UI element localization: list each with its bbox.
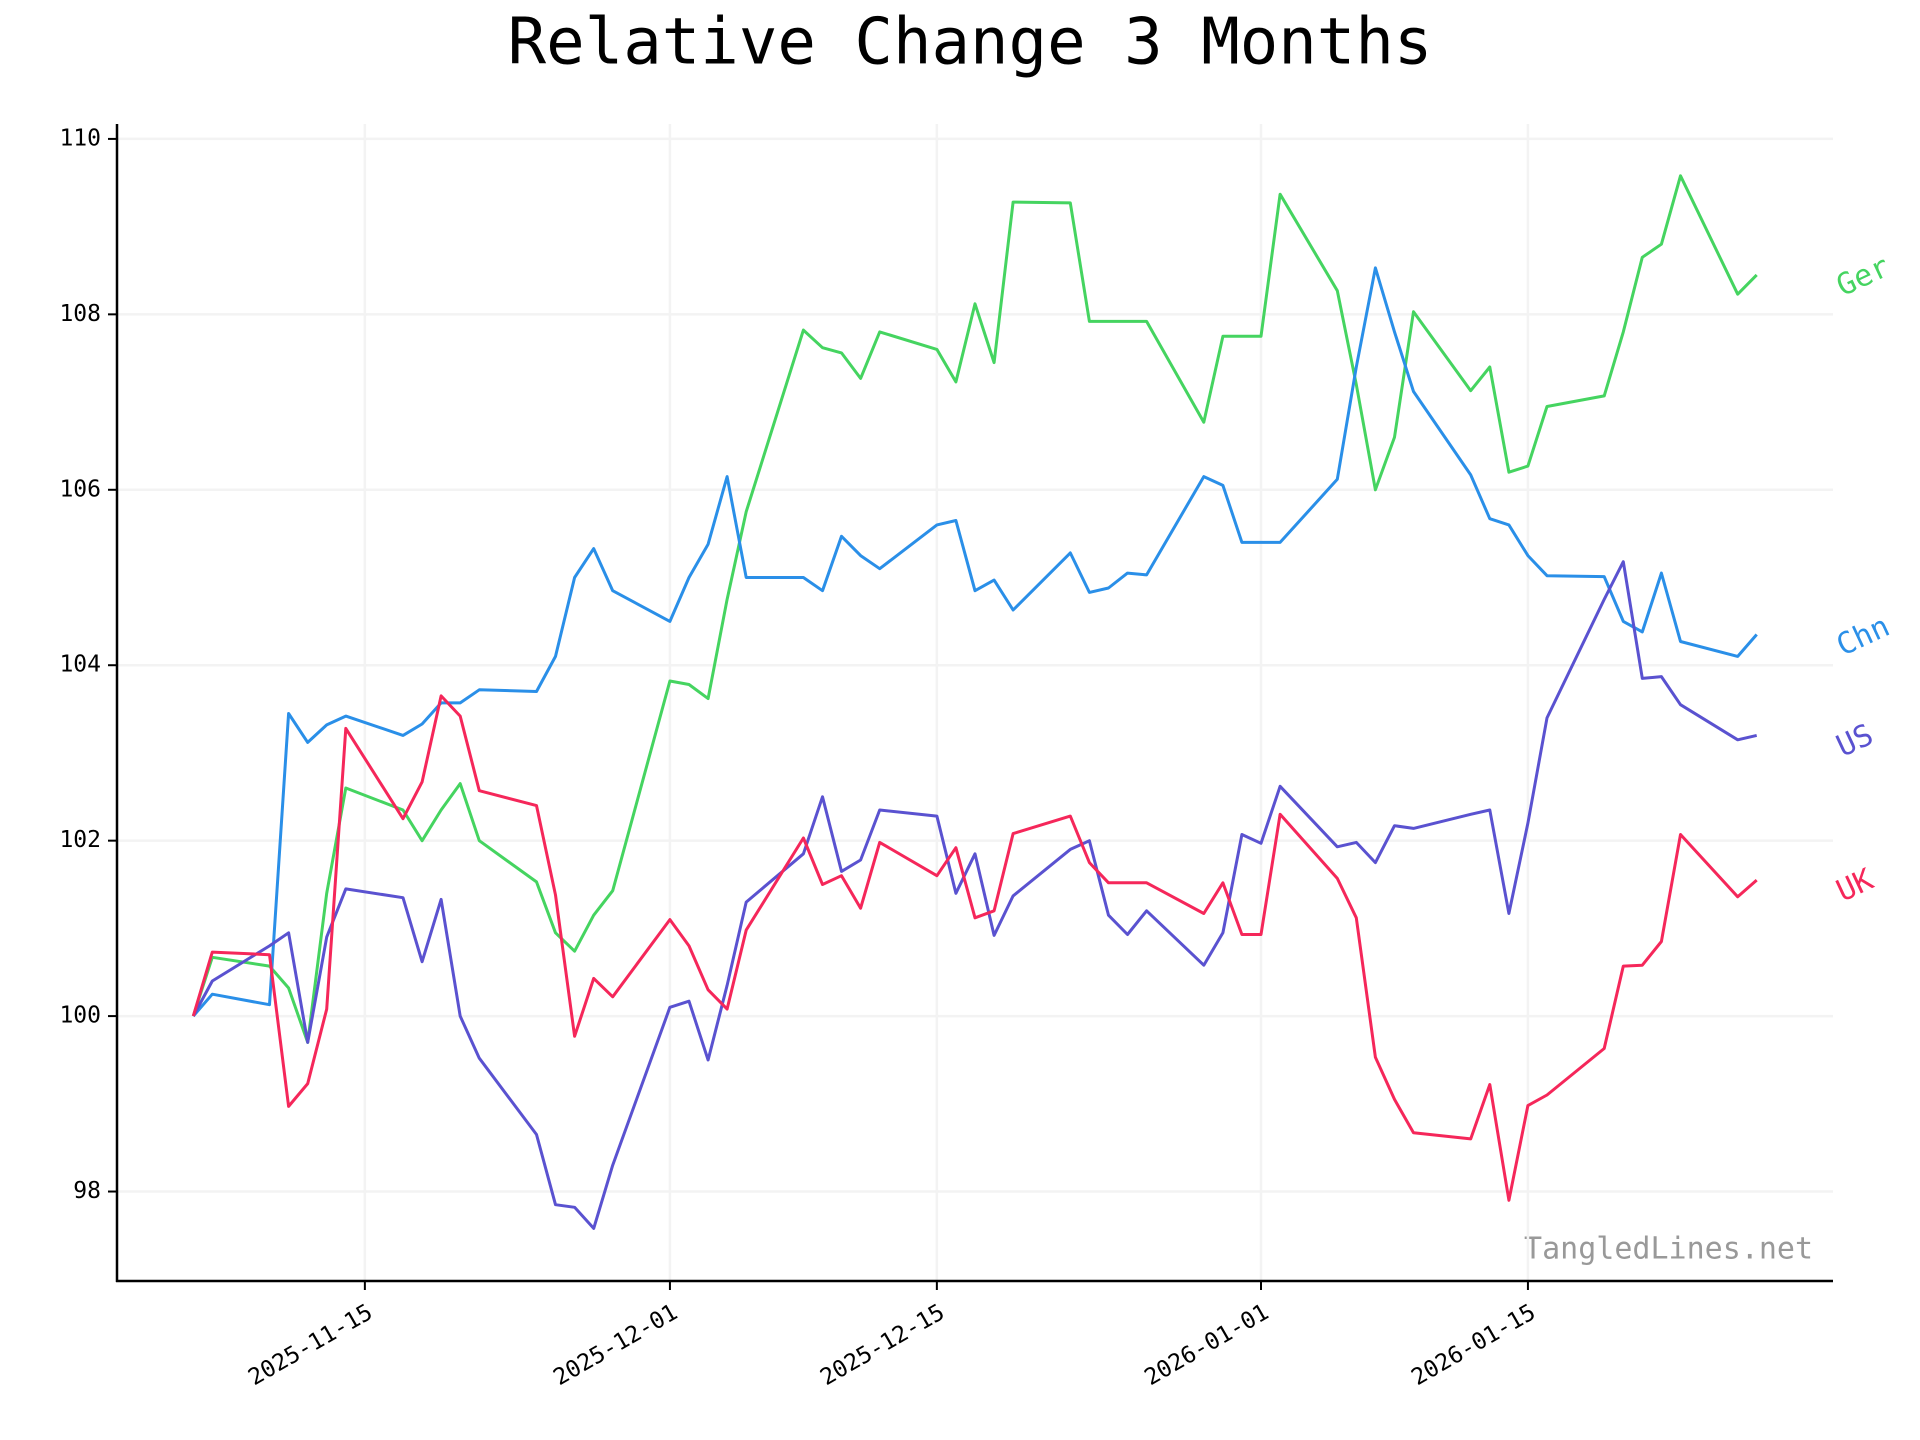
x-tick-label: 2025-12-15 <box>816 1299 949 1391</box>
y-tick-label: 104 <box>59 652 101 678</box>
series-line <box>191 694 1758 1202</box>
series-label: Ger <box>1831 249 1895 304</box>
x-tick-label: 2026-01-01 <box>1140 1299 1273 1391</box>
series-label: Chn <box>1831 609 1895 664</box>
y-tick-label: 108 <box>59 301 101 327</box>
y-tick-label: 106 <box>59 476 101 502</box>
series-line <box>191 560 1758 1230</box>
y-tick-label: 102 <box>59 827 101 853</box>
y-tick-label: 110 <box>59 125 101 151</box>
x-tick-label: 2025-11-15 <box>244 1299 377 1391</box>
y-tick-label: 98 <box>73 1178 101 1204</box>
series-line <box>191 174 1758 1044</box>
series-label: UK <box>1831 862 1879 909</box>
series-label: US <box>1831 717 1879 764</box>
x-tick-label: 2026-01-15 <box>1407 1299 1540 1391</box>
y-tick-label: 100 <box>59 1003 101 1029</box>
chart-title: Relative Change 3 Months <box>508 6 1433 80</box>
x-tick-label: 2025-12-01 <box>549 1299 682 1391</box>
series-line <box>192 266 1758 1018</box>
grid <box>117 124 1833 1281</box>
watermark: TangledLines.net <box>1524 1232 1813 1267</box>
